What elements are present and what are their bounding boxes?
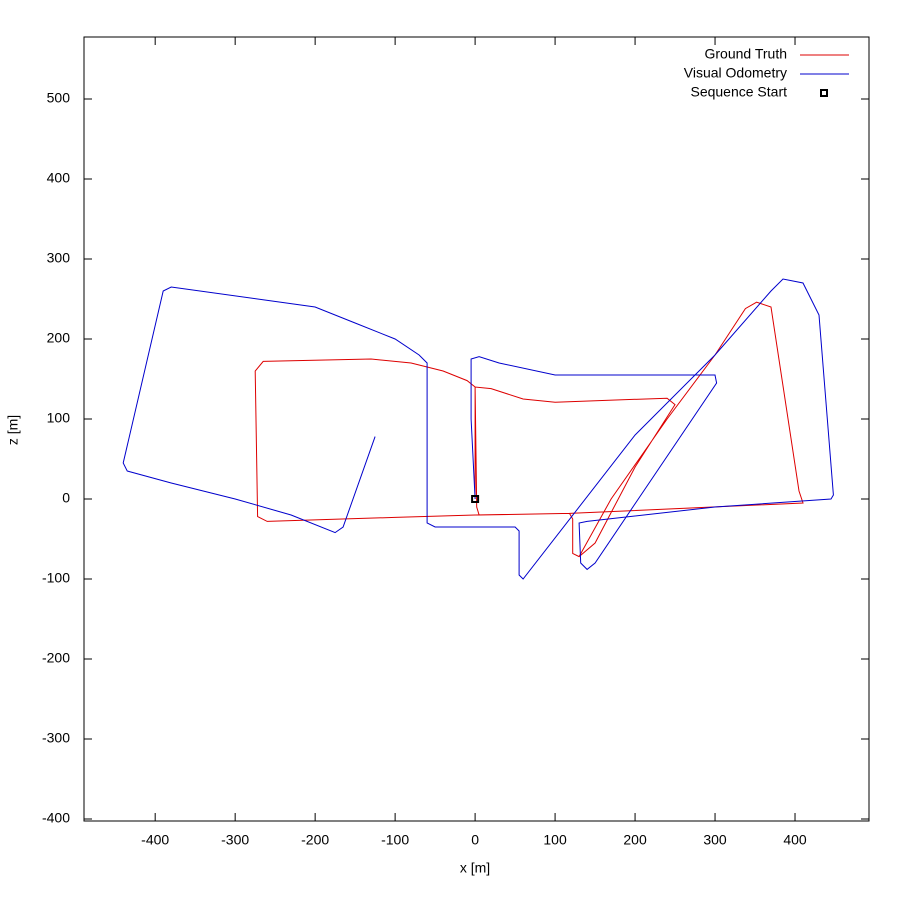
x-tick-label: -400 bbox=[141, 832, 169, 848]
x-tick-label: -200 bbox=[301, 832, 329, 848]
x-tick-label: 300 bbox=[703, 832, 727, 848]
x-tick-label: -100 bbox=[381, 832, 409, 848]
y-tick-label: 300 bbox=[47, 250, 71, 266]
legend-label: Sequence Start bbox=[690, 84, 787, 100]
y-tick-label: 400 bbox=[47, 170, 71, 186]
trajectory-line bbox=[254, 301, 804, 558]
y-tick-label: 0 bbox=[62, 490, 70, 506]
y-tick-label: 100 bbox=[47, 410, 71, 426]
y-tick-label: 500 bbox=[47, 90, 71, 106]
y-axis-label: z [m] bbox=[5, 415, 21, 445]
x-tick-label: 100 bbox=[543, 832, 567, 848]
x-tick-label: 200 bbox=[623, 832, 647, 848]
y-tick-label: -400 bbox=[42, 810, 70, 826]
trajectory-line bbox=[122, 278, 834, 580]
legend-marker bbox=[820, 89, 828, 97]
y-tick-label: -300 bbox=[42, 730, 70, 746]
legend-label: Visual Odometry bbox=[684, 65, 787, 81]
y-tick-label: 200 bbox=[47, 330, 71, 346]
y-tick-label: -100 bbox=[42, 570, 70, 586]
y-tick-label: -200 bbox=[42, 650, 70, 666]
legend-label: Ground Truth bbox=[705, 46, 788, 62]
x-tick-label: -300 bbox=[221, 832, 249, 848]
x-tick-label: 0 bbox=[471, 832, 479, 848]
start-marker bbox=[471, 495, 480, 503]
plot-frame bbox=[83, 36, 870, 822]
x-axis-label: x [m] bbox=[460, 860, 490, 876]
x-tick-label: 400 bbox=[783, 832, 807, 848]
